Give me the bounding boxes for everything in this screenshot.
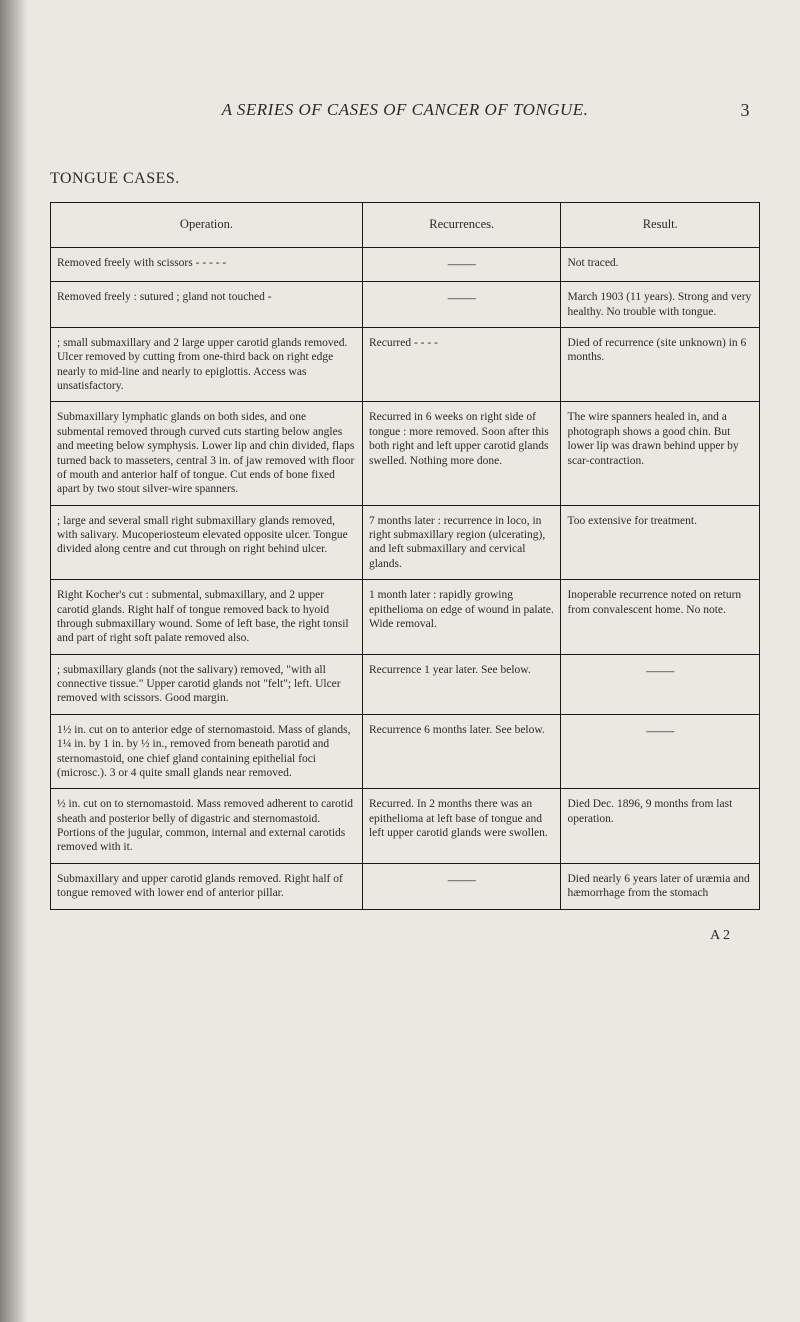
cell-recurrences: —— <box>362 863 561 909</box>
cell-recurrences: Recurred - - - - <box>362 327 561 402</box>
signature-mark: A 2 <box>50 928 760 944</box>
scan-shadow <box>0 0 28 1322</box>
cell-recurrences: Recurred. In 2 months there was an epith… <box>362 789 561 864</box>
section-title: TONGUE CASES. <box>50 170 760 188</box>
col-header-result: Result. <box>561 203 760 248</box>
cell-result: Inoperable recurrence noted on return fr… <box>561 580 760 655</box>
table-row: 1½ in. cut on to anterior edge of sterno… <box>51 714 760 789</box>
cell-result: March 1903 (11 years). Strong and very h… <box>561 282 760 328</box>
table-row: Submaxillary and upper carotid glands re… <box>51 863 760 909</box>
cell-recurrences: —— <box>362 247 561 282</box>
cell-result: Died Dec. 1896, 9 months from last opera… <box>561 789 760 864</box>
table-row: Submaxillary lymphatic glands on both si… <box>51 402 760 505</box>
table-row: ; small submaxillary and 2 large upper c… <box>51 327 760 402</box>
col-header-operation: Operation. <box>51 203 363 248</box>
page-number: 3 <box>741 100 751 121</box>
table-row: ½ in. cut on to sternomastoid. Mass remo… <box>51 789 760 864</box>
table-row: Right Kocher's cut : submental, submaxil… <box>51 580 760 655</box>
cell-operation: ; submaxillary glands (not the salivary)… <box>51 654 363 714</box>
cell-result: Died nearly 6 years later of uræmia and … <box>561 863 760 909</box>
running-head-text: A SERIES OF CASES OF CANCER OF TONGUE. <box>222 100 589 119</box>
cell-recurrences: Recurrence 6 months later. See below. <box>362 714 561 789</box>
cell-operation: Submaxillary lymphatic glands on both si… <box>51 402 363 505</box>
cell-operation: ; small submaxillary and 2 large upper c… <box>51 327 363 402</box>
cell-operation: ½ in. cut on to sternomastoid. Mass remo… <box>51 789 363 864</box>
cell-result: Too extensive for treatment. <box>561 505 760 580</box>
table-header-row: Operation. Recurrences. Result. <box>51 203 760 248</box>
cell-operation: Submaxillary and upper carotid glands re… <box>51 863 363 909</box>
table-row: ; submaxillary glands (not the salivary)… <box>51 654 760 714</box>
cell-operation: Removed freely with scissors - - - - - <box>51 247 363 282</box>
cases-table: Operation. Recurrences. Result. Removed … <box>50 202 760 910</box>
cell-operation: 1½ in. cut on to anterior edge of sterno… <box>51 714 363 789</box>
cell-result: —— <box>561 714 760 789</box>
cell-operation: Removed freely : sutured ; gland not tou… <box>51 282 363 328</box>
cell-result: Died of recurrence (site unknown) in 6 m… <box>561 327 760 402</box>
cell-recurrences: —— <box>362 282 561 328</box>
cell-recurrences: Recurred in 6 weeks on right side of ton… <box>362 402 561 505</box>
table-body: Removed freely with scissors - - - - - —… <box>51 247 760 909</box>
table-row: Removed freely : sutured ; gland not tou… <box>51 282 760 328</box>
page: A SERIES OF CASES OF CANCER OF TONGUE. 3… <box>0 0 800 984</box>
cell-operation: Right Kocher's cut : submental, submaxil… <box>51 580 363 655</box>
cell-result: The wire spanners healed in, and a photo… <box>561 402 760 505</box>
cell-operation: ; large and several small right submaxil… <box>51 505 363 580</box>
cell-recurrences: 7 months later : recurrence in loco, in … <box>362 505 561 580</box>
cell-recurrences: Recurrence 1 year later. See below. <box>362 654 561 714</box>
col-header-recurrences: Recurrences. <box>362 203 561 248</box>
table-row: ; large and several small right submaxil… <box>51 505 760 580</box>
cell-result: —— <box>561 654 760 714</box>
cell-recurrences: 1 month later : rapidly growing epitheli… <box>362 580 561 655</box>
table-row: Removed freely with scissors - - - - - —… <box>51 247 760 282</box>
cell-result: Not traced. <box>561 247 760 282</box>
running-head: A SERIES OF CASES OF CANCER OF TONGUE. 3 <box>50 100 760 120</box>
